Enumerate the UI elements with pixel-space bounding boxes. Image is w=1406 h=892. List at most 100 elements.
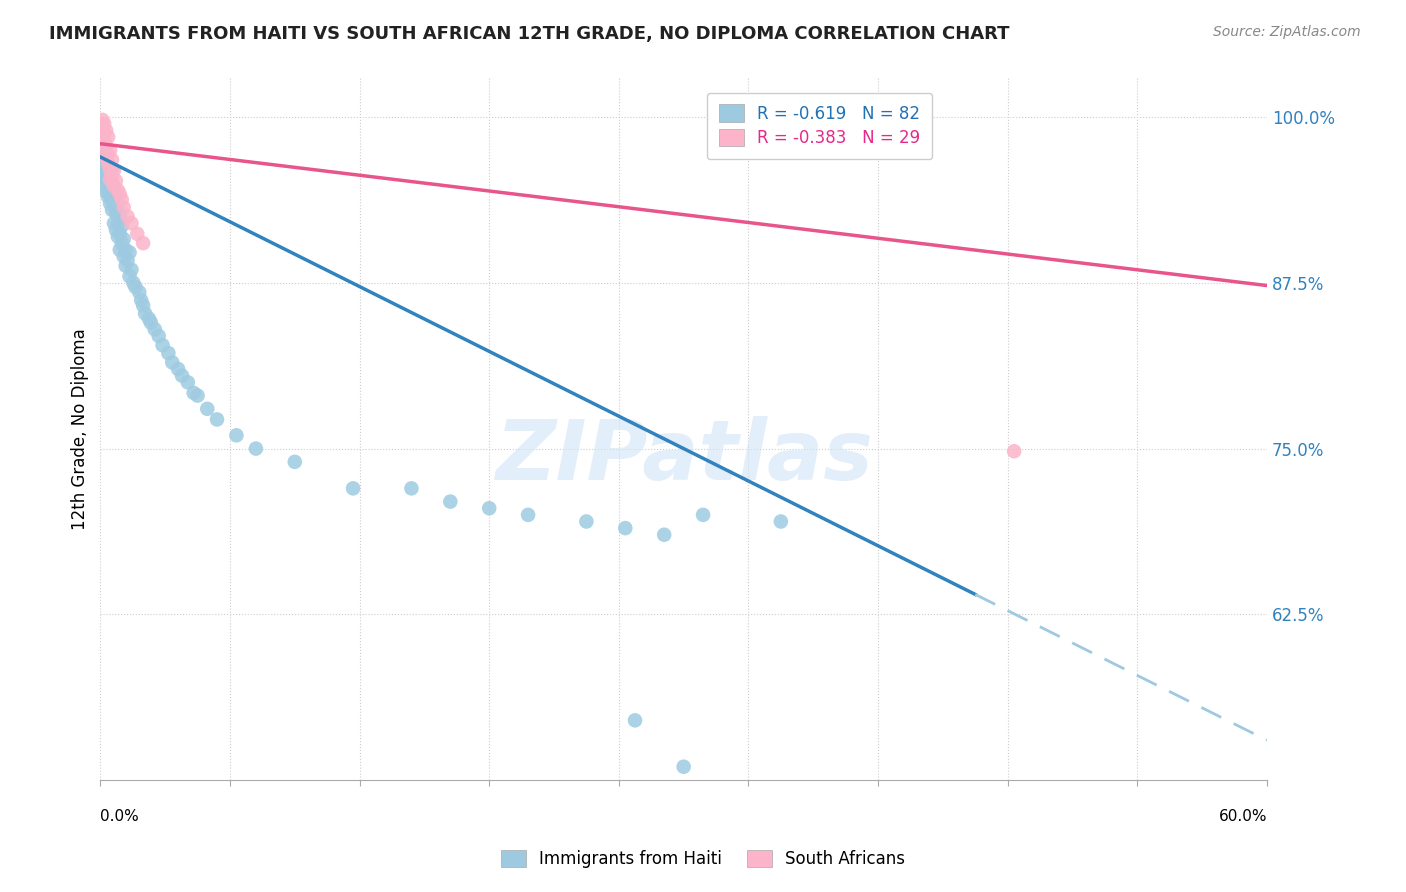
Point — [97, 190, 120, 204]
Point — [98, 196, 121, 211]
Text: ZIPatlas: ZIPatlas — [495, 417, 873, 498]
Point — [97, 147, 120, 161]
Point — [98, 187, 121, 202]
Point — [104, 223, 127, 237]
Point — [101, 177, 124, 191]
Point — [225, 428, 247, 442]
Point — [127, 227, 149, 241]
Point — [96, 139, 118, 153]
Point — [93, 144, 115, 158]
Point — [107, 183, 129, 197]
Point — [103, 196, 125, 211]
Point — [167, 362, 190, 376]
Point — [118, 245, 141, 260]
Point — [517, 508, 540, 522]
Point — [124, 280, 146, 294]
Point — [187, 388, 209, 402]
Text: Source: ZipAtlas.com: Source: ZipAtlas.com — [1213, 25, 1361, 39]
Point — [93, 144, 115, 158]
Point — [112, 232, 135, 246]
Point — [97, 156, 120, 170]
Point — [478, 501, 501, 516]
Point — [128, 285, 150, 300]
Point — [692, 508, 714, 522]
Point — [111, 193, 134, 207]
Point — [91, 166, 114, 180]
Point — [111, 236, 134, 251]
Point — [96, 161, 118, 175]
Point — [93, 179, 115, 194]
Point — [108, 243, 131, 257]
Point — [96, 150, 118, 164]
Point — [101, 193, 124, 207]
Point — [157, 346, 180, 360]
Point — [132, 298, 155, 312]
Point — [101, 202, 124, 217]
Point — [104, 190, 127, 204]
Point — [91, 147, 114, 161]
Point — [96, 174, 118, 188]
Point — [93, 153, 115, 167]
Point — [96, 166, 118, 180]
Point — [138, 311, 160, 326]
Point — [97, 177, 120, 191]
Point — [103, 163, 125, 178]
Point — [170, 368, 193, 383]
Point — [132, 236, 155, 251]
Point — [120, 262, 142, 277]
Point — [120, 216, 142, 230]
Point — [117, 210, 139, 224]
Point — [93, 169, 115, 184]
Point — [96, 150, 118, 164]
Point — [91, 112, 114, 127]
Point — [111, 219, 134, 233]
Point — [108, 210, 131, 224]
Point — [103, 179, 125, 194]
Point — [114, 259, 136, 273]
Point — [134, 306, 156, 320]
Point — [177, 376, 200, 390]
Point — [195, 401, 218, 416]
Point — [614, 521, 637, 535]
Point — [108, 187, 131, 202]
Point — [107, 216, 129, 230]
Point — [439, 494, 461, 508]
Point — [183, 385, 205, 400]
Point — [245, 442, 267, 456]
Point — [401, 481, 423, 495]
Point — [98, 144, 121, 158]
Legend: R = -0.619   N = 82, R = -0.383   N = 29: R = -0.619 N = 82, R = -0.383 N = 29 — [707, 93, 932, 159]
Point — [93, 134, 115, 148]
Point — [284, 455, 307, 469]
Point — [769, 515, 792, 529]
Point — [152, 338, 174, 352]
Point — [101, 153, 124, 167]
Point — [101, 169, 124, 184]
Point — [96, 185, 118, 199]
Point — [98, 172, 121, 186]
Point — [114, 243, 136, 257]
Point — [107, 202, 129, 217]
Point — [112, 249, 135, 263]
Point — [97, 161, 120, 175]
Point — [112, 200, 135, 214]
Point — [97, 130, 120, 145]
Point — [143, 322, 166, 336]
Point — [652, 527, 675, 541]
Point — [624, 714, 647, 728]
Point — [97, 169, 120, 184]
Point — [205, 412, 228, 426]
Point — [118, 269, 141, 284]
Point — [91, 120, 114, 135]
Point — [122, 276, 145, 290]
Point — [98, 166, 121, 180]
Point — [103, 183, 125, 197]
Point — [104, 174, 127, 188]
Y-axis label: 12th Grade, No Diploma: 12th Grade, No Diploma — [72, 328, 89, 530]
Point — [93, 117, 115, 131]
Point — [96, 123, 118, 137]
Point — [93, 126, 115, 140]
Point — [117, 253, 139, 268]
Point — [104, 205, 127, 219]
Point — [98, 179, 121, 194]
